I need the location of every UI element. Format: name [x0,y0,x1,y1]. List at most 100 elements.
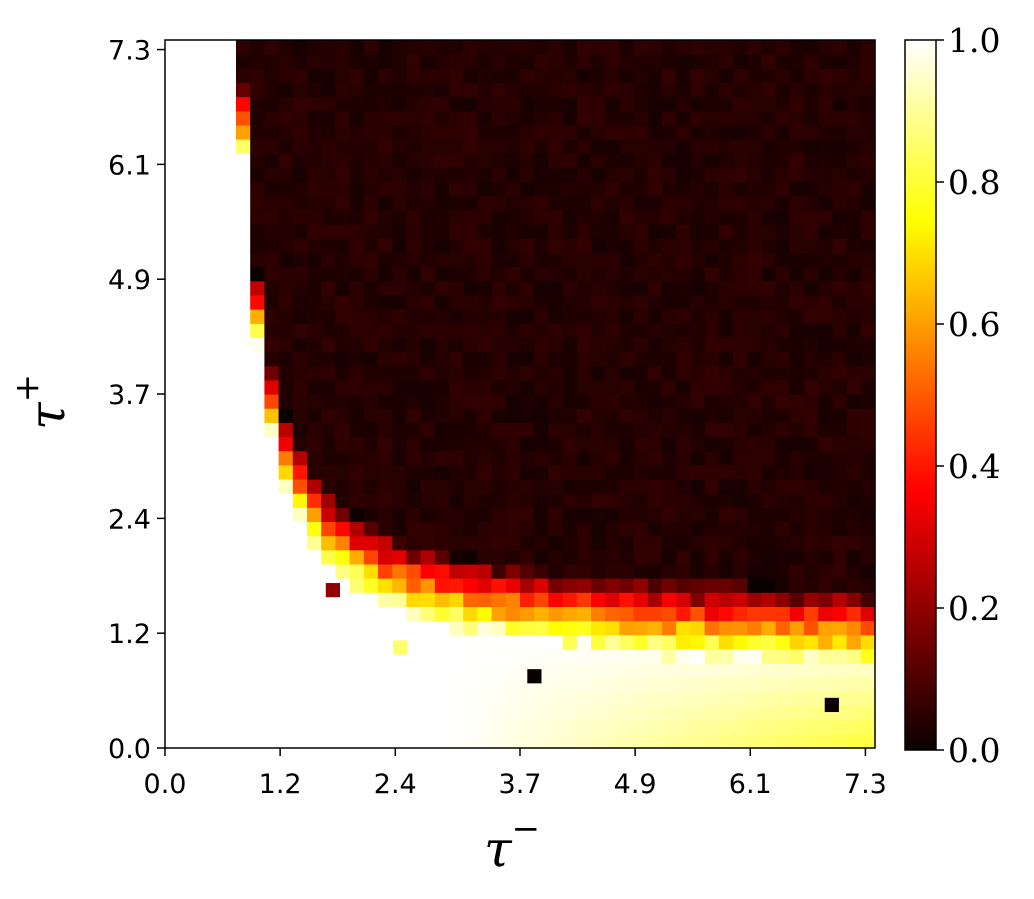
heatmap-cell [292,648,308,664]
colorbar-tick-label: 0.6 [948,305,1000,344]
heatmap-cell [307,54,322,69]
heatmap-cell [761,54,777,69]
heatmap-cell [647,181,663,197]
heatmap-cell [520,124,535,140]
heatmap-cell [747,252,762,268]
heatmap-cell [662,507,677,523]
heatmap-cell [576,124,592,140]
heatmap-cell [349,563,365,579]
heatmap-cell [264,719,280,735]
heatmap-cell [321,677,336,692]
heatmap-cell [207,521,223,537]
heatmap-cell [718,422,734,438]
heatmap-cell [860,110,876,126]
heatmap-cell [747,592,762,607]
heatmap-cell [449,535,464,551]
heatmap-cell [363,733,379,749]
heatmap-cell [321,139,336,154]
heatmap-cell [250,252,265,268]
heatmap-cell [860,365,876,381]
heatmap-cell [321,464,336,480]
heatmap-cell [250,663,265,678]
heatmap-cell [662,578,677,593]
heatmap-cell [335,337,351,353]
heatmap-cell [505,691,521,707]
heatmap-cell [591,379,606,395]
heatmap-cell [449,238,464,253]
heatmap-cell [562,521,578,537]
heatmap-cell [179,464,194,480]
heatmap-cell [221,167,237,183]
heatmap-cell [619,549,635,565]
heatmap-cell [846,238,862,253]
heatmap-cell [576,54,592,69]
heatmap-cell [335,153,351,169]
heatmap-cell [463,719,478,735]
heatmap-cell [747,549,762,565]
heatmap-cell [520,68,535,84]
heatmap-cell [491,535,507,551]
heatmap-cell [477,408,493,423]
heatmap-cell [761,535,777,551]
heatmap-cell [761,507,777,523]
heatmap-cell [449,54,464,69]
heatmap-cell [463,379,478,395]
heatmap-cell [378,606,393,622]
heatmap-cell [321,252,336,268]
heatmap-cell [761,323,777,338]
heatmap-cell [207,450,223,466]
heatmap-cell [775,705,791,721]
heatmap-cell [378,620,393,636]
heatmap-cell [562,592,578,607]
heatmap-cell [633,323,649,338]
heatmap-cell [321,450,336,466]
heatmap-cell [363,422,379,438]
heatmap-cell [534,634,549,650]
heatmap-cell [633,266,649,282]
heatmap-cell [647,266,663,282]
heatmap-cell [193,209,209,225]
heatmap-cell [221,408,237,423]
heatmap-cell [179,705,194,721]
heatmap-cell [789,535,805,551]
heatmap-cell [676,309,691,324]
heatmap-cell [591,535,606,551]
heatmap-cell [207,96,223,112]
heatmap-cell [846,394,862,409]
heatmap-cell [676,464,691,480]
heatmap-cell [335,379,351,395]
heatmap-cell [193,96,209,112]
heatmap-cell [349,620,365,636]
heatmap-cell [804,181,819,197]
heatmap-cell [676,40,691,55]
heatmap-cell [718,478,734,494]
colorbar-ticks: 0.00.20.40.60.81.0 [936,21,1000,770]
heatmap-cell [548,96,564,112]
heatmap-cell [207,719,223,735]
heatmap-cell [406,252,422,268]
heatmap-cell [292,620,308,636]
heatmap-cell [292,337,308,353]
heatmap-cell [619,719,635,735]
heatmap-anomaly-cell [392,640,408,655]
heatmap-cell [278,578,294,593]
heatmap-cell [292,82,308,98]
heatmap-cell [236,549,251,565]
heatmap-cell [733,521,748,537]
heatmap-cell [605,606,620,622]
heatmap-cell [406,450,422,466]
heatmap-cell [349,648,365,664]
heatmap-cell [378,648,393,664]
heatmap-cell [363,54,379,69]
heatmap-cell [690,82,706,98]
heatmap-cell [434,719,450,735]
heatmap-cell [718,719,734,735]
heatmap-cell [761,280,777,296]
heatmap-cell [406,195,422,211]
heatmap-cell [463,521,478,537]
heatmap-cell [264,606,280,622]
heatmap-cell [534,181,549,197]
heatmap-cell [576,549,592,565]
heatmap-cell [505,337,521,353]
heatmap-cell [392,337,407,353]
